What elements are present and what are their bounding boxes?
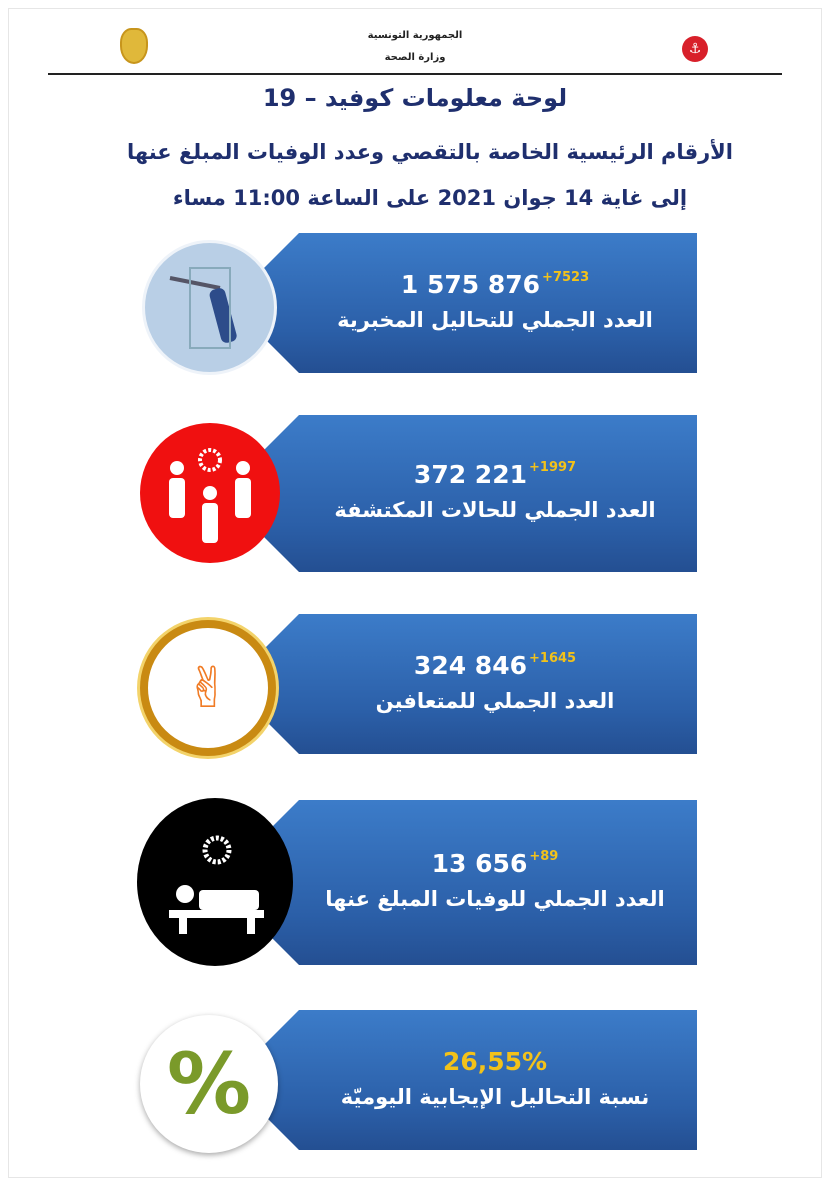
stat-value: 13 656 +89 — [431, 849, 559, 878]
people-virus-icon — [140, 423, 280, 563]
stat-increment: +7523 — [542, 269, 590, 285]
stat-value: 324 846 +1645 — [413, 650, 577, 680]
stat-card-deaths: 13 656 +89 العدد الجملي للوفيات المبلغ عن… — [263, 800, 697, 965]
stat-card-recovered: 324 846 +1645 العدد الجملي للمتعافين — [263, 614, 697, 754]
stat-label: العدد الجملي للمتعافين — [375, 688, 615, 713]
page-frame — [8, 8, 822, 1178]
lab-test-swab-icon — [142, 240, 277, 375]
header-divider — [48, 73, 782, 75]
page-title: لوحة معلومات كوفيد – 19 — [262, 84, 568, 112]
victory-hand-icon: ✌ — [140, 620, 276, 756]
ministry-name: وزارة الصحة — [384, 52, 446, 63]
stat-value: 1 575 876 +7523 — [400, 269, 590, 299]
subtitle: الأرقام الرئيسية الخاصة بالتقصي وعدد الو… — [126, 140, 733, 164]
percent-icon: % — [140, 1015, 278, 1153]
country-name: الجمهورية التونسية — [367, 30, 463, 41]
patient-bed-virus-icon — [137, 798, 293, 966]
stat-label: العدد الجملي للحالات المكتشفة — [334, 498, 656, 522]
stat-card-tests: 1 575 876 +7523 العدد الجملي للتحاليل الم… — [263, 233, 697, 373]
stat-label: العدد الجملي للتحاليل المخبرية — [337, 307, 653, 332]
stat-increment: +1997 — [529, 460, 577, 475]
stat-card-positivity-rate: 26,55% نسبة التحاليل الإيجابية اليوميّة — [263, 1010, 697, 1150]
stat-card-cases: 372 221 +1997 العدد الجملي للحالات المكتش… — [263, 415, 697, 572]
tunisia-coat-of-arms-logo — [120, 28, 148, 64]
ministry-of-health-logo: ⚓ — [682, 36, 708, 62]
stat-increment: +1645 — [529, 650, 577, 666]
stat-label: نسبة التحاليل الإيجابية اليوميّة — [340, 1084, 650, 1109]
stat-value: 26,55% — [442, 1046, 548, 1076]
stat-label: العدد الجملي للوفيات المبلغ عنها — [325, 887, 665, 911]
date-line: إلى غاية 14 جوان 2021 على الساعة 11:00 م… — [172, 186, 688, 210]
stat-value: 372 221 +1997 — [413, 460, 577, 489]
stat-increment: +89 — [529, 849, 559, 864]
